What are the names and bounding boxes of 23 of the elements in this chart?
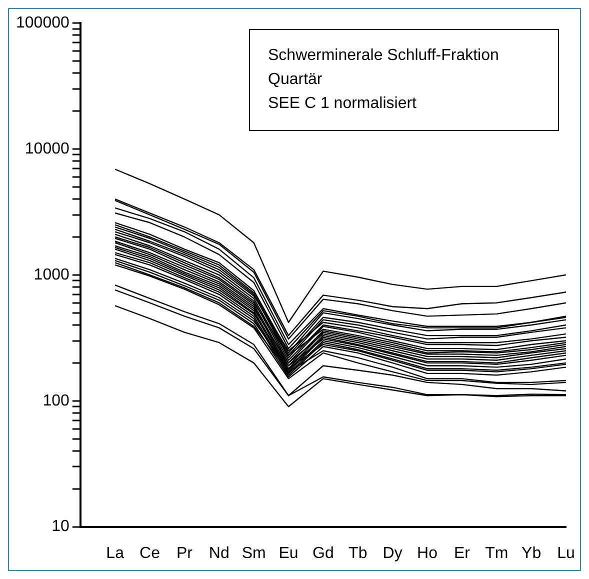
- x-tick-label: Yb: [522, 544, 542, 562]
- annotation: Schwerminerale Schluff-Fraktion: [268, 46, 500, 66]
- x-tick-label: Nd: [208, 544, 230, 562]
- x-tick-label: Er: [454, 544, 471, 562]
- x-tick-label: Eu: [278, 544, 298, 562]
- x-tick-label: Tm: [485, 544, 508, 562]
- x-tick-label: Lu: [557, 544, 575, 562]
- annotation: Quartär: [268, 70, 324, 90]
- y-tick-label: 10000: [24, 140, 70, 158]
- x-tick-label: La: [106, 544, 124, 562]
- y-tick-label: 100000: [16, 14, 70, 32]
- annotation: SEE C 1 normalisiert: [268, 94, 418, 114]
- x-tick-label: Tb: [348, 544, 368, 562]
- x-tick-label: Ho: [417, 544, 438, 562]
- y-tick-label: 100: [42, 392, 70, 410]
- text-frame: Schwerminerale Schluff-Fraktion Quartär SEE C 1 normalisiert: [249, 29, 559, 131]
- y-tick-label: 1000: [34, 266, 70, 284]
- x-tick-label: Gd: [312, 544, 334, 562]
- x-tick-label: Ce: [140, 544, 160, 562]
- x-tick-label: Dy: [382, 544, 402, 562]
- x-tick-label: Pr: [176, 544, 194, 562]
- y-tick-label: 10: [52, 518, 70, 536]
- x-tick-label: Sm: [242, 544, 266, 562]
